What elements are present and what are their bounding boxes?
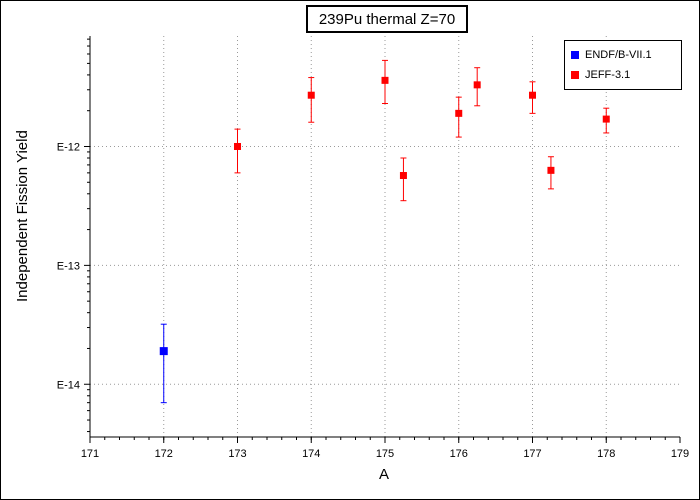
legend: ENDF/B-VII.1 JEFF-3.1 — [564, 40, 682, 90]
x-axis-label: A — [379, 466, 390, 483]
data-point — [234, 142, 241, 150]
data-point — [399, 172, 407, 180]
legend-entry-jeff: JEFF-3.1 — [571, 69, 631, 81]
x-tick-label: 178 — [597, 448, 615, 460]
x-tick-label: 174 — [302, 448, 320, 460]
data-point — [529, 91, 536, 99]
x-tick-label: 173 — [228, 448, 246, 460]
legend-label-endf: ENDF/B-VII.1 — [585, 49, 652, 61]
y-tick-label: E-14 — [57, 379, 80, 391]
x-tick-label: 175 — [376, 448, 394, 460]
y-tick-label: E-12 — [57, 141, 80, 153]
data-point — [159, 347, 168, 356]
data-point — [307, 91, 315, 99]
x-tick-label: 179 — [671, 448, 689, 460]
legend-swatch-endf — [571, 51, 579, 59]
x-tick-label: 177 — [523, 448, 541, 460]
legend-swatch-jeff — [571, 71, 579, 79]
data-point — [455, 109, 463, 117]
y-tick-label: E-13 — [57, 260, 80, 272]
data-point — [602, 115, 610, 123]
x-tick-label: 176 — [450, 448, 468, 460]
data-point — [381, 76, 389, 84]
data-point — [473, 81, 481, 89]
x-tick-label: 171 — [81, 448, 99, 460]
chart-title: 239Pu thermal Z=70 — [306, 5, 468, 33]
legend-entry-endf: ENDF/B-VII.1 — [571, 49, 652, 61]
x-tick-label: 172 — [155, 448, 173, 460]
legend-label-jeff: JEFF-3.1 — [585, 69, 631, 81]
data-point — [547, 166, 555, 174]
chart-title-text: 239Pu thermal Z=70 — [318, 10, 456, 28]
